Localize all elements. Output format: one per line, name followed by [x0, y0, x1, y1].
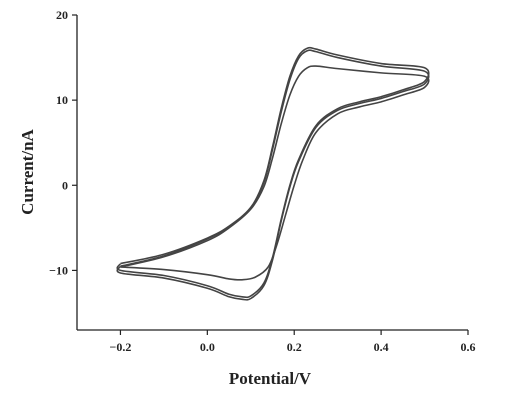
axes — [76, 15, 468, 331]
x-tick-label: −0.2 — [110, 340, 132, 354]
x-tick-label: 0.6 — [461, 340, 476, 354]
y-tick-label: 20 — [56, 8, 68, 22]
y-tick-label: 0 — [62, 178, 68, 192]
x-axis-label: Potential/V — [229, 369, 312, 388]
y-axis-label: Current/nA — [18, 128, 37, 214]
y-tick-label: −10 — [49, 263, 68, 277]
y-tick-label: 10 — [56, 93, 68, 107]
ticks: −0.2 0.0 0.2 0.4 0.6 −10 0 10 20 — [49, 8, 475, 354]
x-tick-label: 0.2 — [287, 340, 302, 354]
cv-curve-3 — [120, 65, 430, 281]
data-series — [116, 46, 430, 301]
x-tick-label: 0.0 — [200, 340, 215, 354]
x-tick-label: 0.4 — [374, 340, 389, 354]
cv-curve-2 — [116, 49, 430, 301]
